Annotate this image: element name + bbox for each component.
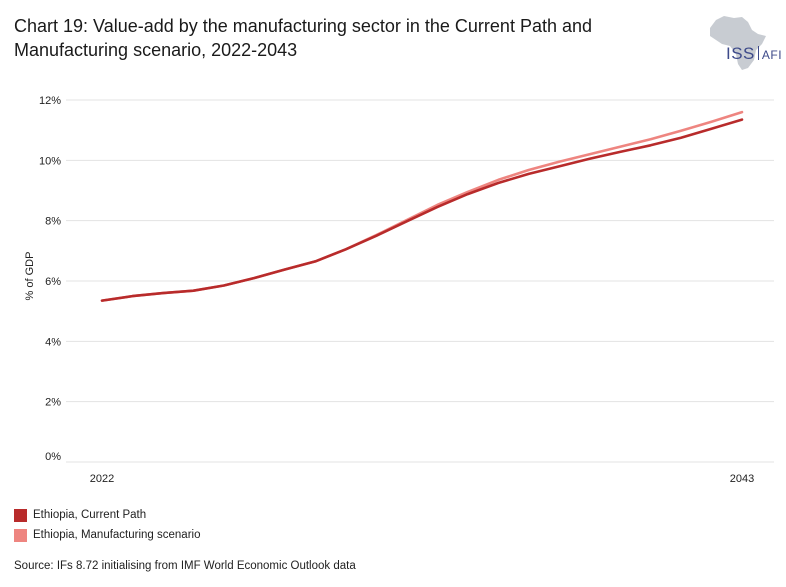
y-tick-label: 6% xyxy=(45,276,61,288)
iss-afi-logo: ISS AFI xyxy=(726,44,782,64)
y-tick-label: 4% xyxy=(45,336,61,348)
legend-swatch-current-path xyxy=(14,508,27,522)
source-note: Source: IFs 8.72 initialising from IMF W… xyxy=(14,560,356,572)
legend-item-current-path: Ethiopia, Current Path xyxy=(14,505,201,525)
legend-label-current-path: Ethiopia, Current Path xyxy=(33,509,147,521)
y-tick-label: 8% xyxy=(45,216,61,228)
y-tick-labels: 0% 2% 4% 6% 8% 10% 12% xyxy=(39,95,61,463)
series-line-manufacturing xyxy=(100,110,744,302)
logo-sub-text: AFI xyxy=(761,48,783,62)
legend-label-manufacturing: Ethiopia, Manufacturing scenario xyxy=(33,529,201,541)
chart-title: Chart 19: Value-add by the manufacturing… xyxy=(14,14,654,62)
x-tick-label: 2022 xyxy=(90,473,114,485)
y-tick-label: 10% xyxy=(39,155,61,167)
legend-item-manufacturing: Ethiopia, Manufacturing scenario xyxy=(14,525,201,545)
series-line-current-path xyxy=(100,118,744,302)
x-tick-labels: 2022 2043 xyxy=(90,473,754,485)
gridlines xyxy=(66,99,774,463)
y-tick-label: 12% xyxy=(39,95,61,107)
legend: Ethiopia, Current Path Ethiopia, Manufac… xyxy=(14,505,201,545)
x-tick-label: 2043 xyxy=(730,473,754,485)
chart-title-line2: Manufacturing scenario, 2022-2043 xyxy=(14,40,298,60)
africa-map-icon xyxy=(710,16,766,70)
y-tick-label: 2% xyxy=(45,397,61,409)
series-lines xyxy=(100,110,744,302)
legend-swatch-manufacturing xyxy=(14,528,27,542)
y-tick-label: 0% xyxy=(45,451,61,463)
chart-title-line1: Chart 19: Value-add by the manufacturing… xyxy=(14,16,593,36)
y-axis-label: % of GDP xyxy=(24,252,36,301)
logo-main-text: ISS xyxy=(726,44,755,63)
